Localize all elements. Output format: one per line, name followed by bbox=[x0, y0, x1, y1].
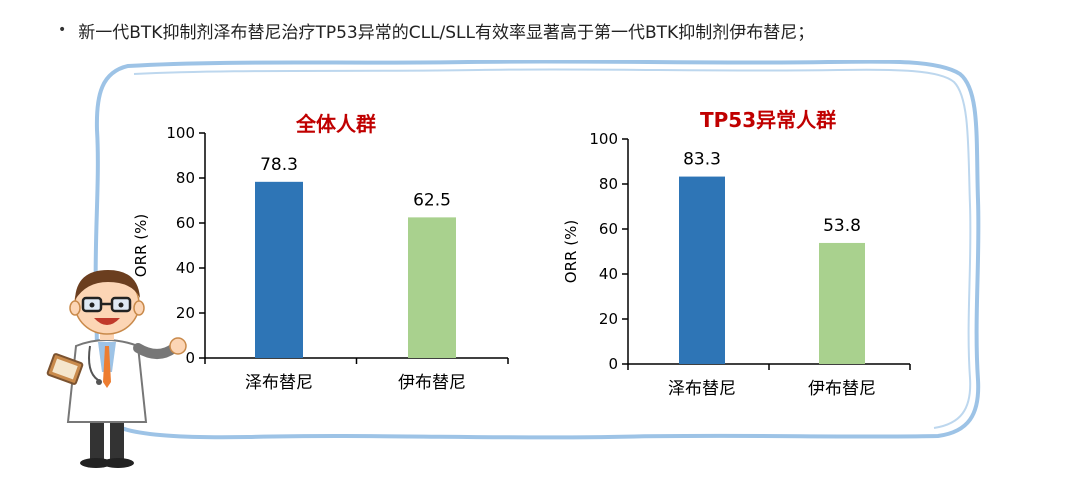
chart2-value-label-1: 53.8 bbox=[823, 216, 861, 236]
chart1-y-tick-label: 40 bbox=[176, 259, 195, 277]
doctor-illustration-icon bbox=[46, 270, 187, 468]
chart1-title: 全体人群 bbox=[296, 112, 376, 136]
summary-text: 新一代BTK抑制剂泽布替尼治疗TP53异常的CLL/SLL有效率显著高于第一代B… bbox=[78, 22, 815, 43]
chart1-value-label-1: 62.5 bbox=[413, 190, 451, 210]
chart2-y-axis-label: ORR (%) bbox=[562, 220, 580, 283]
chart2-y-tick-label: 20 bbox=[599, 310, 618, 328]
chart1-bar-0 bbox=[255, 181, 303, 358]
chart2-y-tick-label: 60 bbox=[599, 220, 618, 238]
chart1-y-tick-label: 80 bbox=[176, 169, 195, 187]
chart1-category-label-0: 泽布替尼 bbox=[245, 373, 313, 393]
chart2-title: TP53异常人群 bbox=[700, 108, 837, 132]
chart2-bar-0 bbox=[679, 176, 725, 364]
chart2-value-label-0: 83.3 bbox=[683, 150, 721, 170]
summary-line: • 新一代BTK抑制剂泽布替尼治疗TP53异常的CLL/SLL有效率显著高于第一… bbox=[58, 14, 814, 46]
chart2-y-tick-label: 0 bbox=[608, 355, 618, 373]
chart1-category-label-1: 伊布替尼 bbox=[398, 373, 466, 393]
chart1-y-tick-label: 20 bbox=[176, 304, 195, 322]
chart1-y-tick-label: 60 bbox=[176, 214, 195, 232]
bullet-icon: • bbox=[58, 22, 67, 38]
chart1-y-axis-label: ORR (%) bbox=[132, 214, 150, 277]
chart2-category-label-1: 伊布替尼 bbox=[808, 379, 876, 399]
chart2-y-tick-label: 100 bbox=[589, 130, 618, 148]
chart1-y-tick-label: 100 bbox=[166, 124, 195, 142]
chart1-bar-1 bbox=[408, 217, 456, 358]
chart2-y-tick-label: 80 bbox=[599, 175, 618, 193]
chart1-y-tick-label: 0 bbox=[185, 349, 195, 367]
chart2-category-label-0: 泽布替尼 bbox=[668, 379, 736, 399]
chart2-bar-1 bbox=[819, 242, 865, 364]
chart1-value-label-0: 78.3 bbox=[260, 155, 298, 175]
chart2-y-tick-label: 40 bbox=[599, 265, 618, 283]
